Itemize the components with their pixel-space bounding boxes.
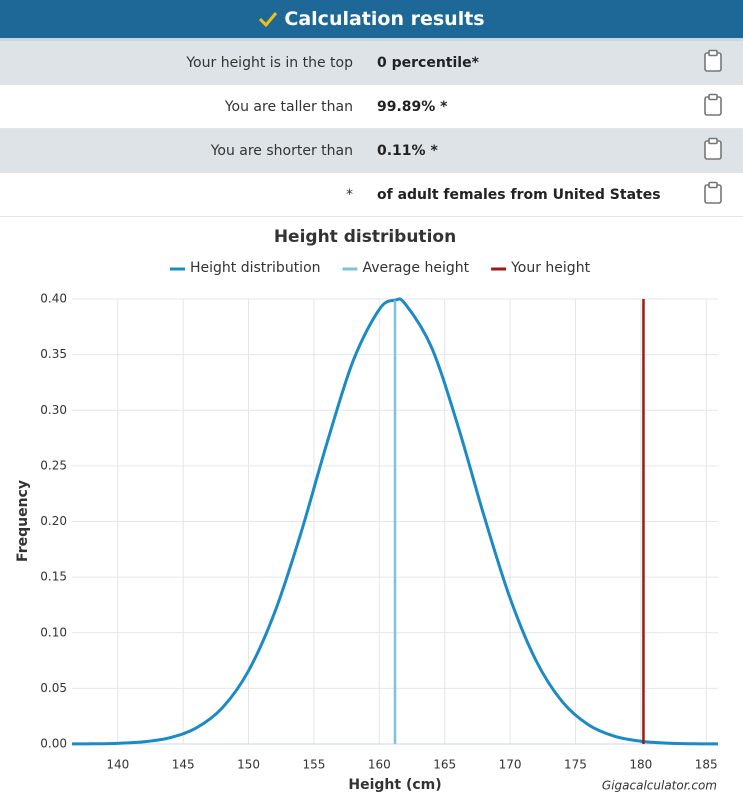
row-value: 0.11% * [377, 142, 438, 159]
y-tick-label: 0.05 [40, 681, 67, 695]
y-tick-label: 0.10 [40, 625, 67, 639]
chart-title: Height distribution [274, 227, 456, 247]
x-tick-label: 185 [695, 758, 718, 772]
chart: Height distribution Height distribution Av… [15, 227, 719, 793]
x-axis-title: Height (cm) [348, 777, 441, 793]
series-line [71, 297, 719, 746]
y-tick-label: 0.35 [40, 347, 67, 361]
legend-label: Average height [363, 260, 470, 276]
copy-button[interactable] [703, 49, 723, 73]
row-label: You are taller than [224, 98, 353, 115]
y-tick-label: 0.30 [40, 403, 67, 417]
x-tick-label: 170 [499, 758, 522, 772]
copy-button[interactable] [703, 93, 723, 117]
result-row: * of adult females from United States [0, 173, 743, 217]
header: Calculation results [0, 0, 743, 41]
copy-button[interactable] [703, 181, 723, 205]
results-table: Your height is in the top 0 percentile* … [0, 41, 743, 217]
x-tick-label: 150 [237, 758, 260, 772]
x-tick-label: 140 [106, 758, 129, 772]
copy-button[interactable] [703, 137, 723, 161]
row-value: of adult females from United States [377, 186, 661, 203]
result-row: You are shorter than 0.11% * [0, 129, 743, 173]
x-tick-label: 145 [172, 758, 195, 772]
x-tick-label: 175 [564, 758, 587, 772]
row-value: 0 percentile* [377, 54, 479, 71]
y-tick-label: 0.40 [40, 292, 67, 306]
x-tick-label: 155 [302, 758, 325, 772]
legend-label: Your height [510, 260, 590, 276]
x-tick-label: 165 [433, 758, 456, 772]
y-tick-label: 0.25 [40, 458, 67, 472]
result-row: Your height is in the top 0 percentile* [0, 41, 743, 85]
row-label: Your height is in the top [186, 54, 353, 71]
row-value: 99.89% * [377, 98, 448, 115]
y-tick-label: 0.00 [40, 737, 67, 751]
credit: Gigacalculator.com [602, 779, 717, 793]
row-label: You are shorter than [210, 142, 353, 159]
check-icon [259, 12, 278, 27]
header-title: Calculation results [284, 8, 485, 30]
x-tick-label: 180 [629, 758, 652, 772]
y-axis-title: Frequency [15, 480, 31, 562]
y-tick-label: 0.15 [40, 570, 67, 584]
legend-label: Height distribution [190, 260, 321, 276]
row-label: * [346, 186, 353, 203]
result-row: You are taller than 99.89% * [0, 85, 743, 129]
y-tick-label: 0.20 [40, 514, 67, 528]
x-tick-label: 160 [368, 758, 391, 772]
